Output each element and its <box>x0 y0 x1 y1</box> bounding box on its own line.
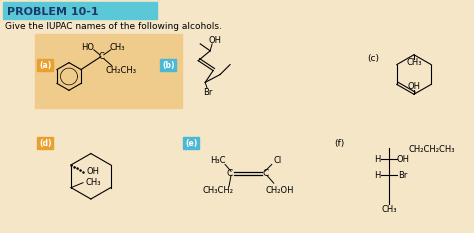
Text: C: C <box>99 52 105 61</box>
Bar <box>183 137 199 149</box>
Text: CH₂CH₃: CH₂CH₃ <box>105 66 136 75</box>
Text: (c): (c) <box>367 54 379 63</box>
Text: OH: OH <box>209 36 222 45</box>
Text: (b): (b) <box>162 61 174 70</box>
Bar <box>35 34 182 108</box>
Text: C: C <box>263 169 269 178</box>
Bar <box>3 2 157 19</box>
Text: HO: HO <box>82 43 94 52</box>
Text: PROBLEM 10-1: PROBLEM 10-1 <box>8 7 99 17</box>
Text: Br: Br <box>203 88 213 97</box>
Text: (e): (e) <box>185 139 197 148</box>
Text: OH: OH <box>408 82 420 91</box>
Text: CH₂OH: CH₂OH <box>265 186 294 195</box>
Bar <box>37 137 53 149</box>
Text: OH: OH <box>397 155 410 164</box>
Text: CH₃: CH₃ <box>110 43 126 52</box>
Text: (a): (a) <box>39 61 51 70</box>
Text: Cl: Cl <box>273 156 282 165</box>
Text: CH₃: CH₃ <box>406 58 422 67</box>
Text: OH: OH <box>87 167 100 176</box>
Text: H: H <box>374 171 380 180</box>
Text: H: H <box>374 155 380 164</box>
Bar <box>37 59 53 71</box>
Text: H₃C: H₃C <box>210 156 226 165</box>
Text: Br: Br <box>398 171 408 180</box>
Bar <box>161 59 176 71</box>
Text: C: C <box>227 169 233 178</box>
Text: CH₃CH₂: CH₃CH₂ <box>202 186 234 195</box>
Text: CH₃: CH₃ <box>86 178 101 187</box>
Text: Give the IUPAC names of the following alcohols.: Give the IUPAC names of the following al… <box>5 22 222 31</box>
Text: CH₂CH₂CH₃: CH₂CH₂CH₃ <box>409 145 456 154</box>
Text: CH₃: CH₃ <box>382 205 397 214</box>
Text: (d): (d) <box>39 139 51 148</box>
Text: (f): (f) <box>334 139 345 148</box>
